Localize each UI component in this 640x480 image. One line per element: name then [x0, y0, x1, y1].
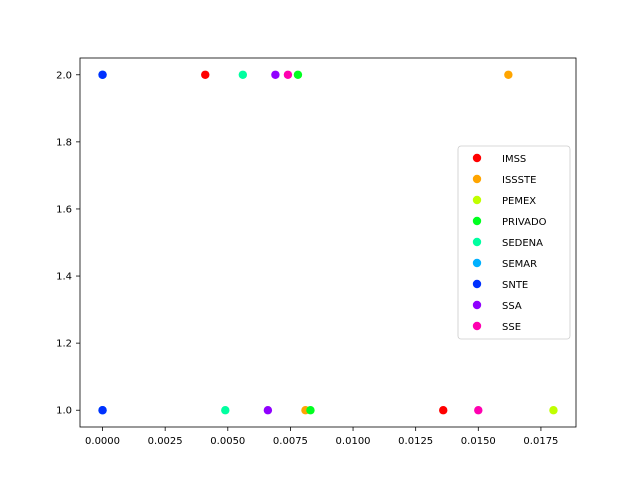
data-point-ssa-1	[263, 406, 273, 415]
legend-marker-sedena	[472, 237, 482, 247]
data-point-ssa-0	[271, 70, 280, 79]
y-tick-label-5: 2.0	[56, 70, 72, 81]
legend-marker-pemex	[472, 195, 482, 205]
data-point-sse-1	[474, 406, 483, 415]
x-tick-label-6: 0.0150	[461, 436, 496, 447]
x-tick-label-0: 0.0000	[85, 436, 120, 447]
legend[interactable]: IMSS ISSSTE PEMEX PRIVADO SEDENA SEMAR SNTE SSA…	[457, 145, 571, 340]
plot-frame	[79, 57, 577, 428]
legend-label-snte: SNTE	[502, 280, 528, 291]
legend-marker-semar	[472, 258, 482, 268]
legend-marker-snte	[472, 279, 482, 289]
legend-label-issste: ISSSTE	[502, 175, 536, 186]
data-point-snte-0	[98, 70, 107, 79]
x-tick-label-7: 0.0175	[523, 436, 558, 447]
legend-marker-issste	[472, 174, 482, 184]
points-layer	[98, 70, 558, 415]
legend-label-ssa: SSA	[502, 301, 522, 312]
legend-label-sedena: SEDENA	[502, 238, 543, 249]
data-point-privado-1	[306, 406, 315, 415]
y-tick-label-3: 1.6	[56, 204, 72, 215]
x-tick-label-4: 0.0100	[336, 436, 371, 447]
data-point-issste-0	[504, 70, 513, 79]
data-point-privado-0	[293, 70, 303, 79]
y-axis: 1.0 1.2 1.4 1.6 1.8 2.0	[56, 70, 80, 417]
x-tick-label-3: 0.0075	[273, 436, 308, 447]
x-axis: 0.0000 0.0025 0.0050 0.0075 0.0100 0.0125 0.01…	[85, 427, 558, 447]
y-tick-label-0: 1.0	[56, 406, 72, 417]
legend-marker-privado	[472, 216, 482, 226]
legend-label-privado: PRIVADO	[502, 217, 547, 228]
data-point-sedena-1	[221, 406, 230, 415]
y-tick-label-4: 1.8	[56, 137, 72, 148]
data-point-sedena-0	[238, 70, 248, 79]
data-point-sse-0	[283, 70, 293, 79]
legend-label-sse: SSE	[502, 322, 521, 333]
legend-marker-sse	[472, 321, 482, 331]
x-tick-label-2: 0.0050	[210, 436, 245, 447]
x-tick-label-5: 0.0125	[398, 436, 433, 447]
legend-label-semar: SEMAR	[502, 259, 537, 270]
y-tick-label-1: 1.2	[56, 339, 72, 350]
data-point-imss-1	[439, 406, 448, 415]
legend-label-pemex: PEMEX	[502, 196, 536, 207]
legend-marker-ssa	[472, 300, 482, 310]
data-point-snte-1	[98, 406, 107, 415]
y-tick-label-2: 1.4	[56, 272, 72, 283]
data-point-pemex-0	[549, 406, 558, 415]
legend-box	[457, 145, 571, 340]
legend-label-imss: IMSS	[502, 154, 526, 165]
legend-marker-imss	[472, 153, 482, 163]
data-point-imss-0	[201, 70, 210, 79]
x-tick-label-1: 0.0025	[148, 436, 183, 447]
